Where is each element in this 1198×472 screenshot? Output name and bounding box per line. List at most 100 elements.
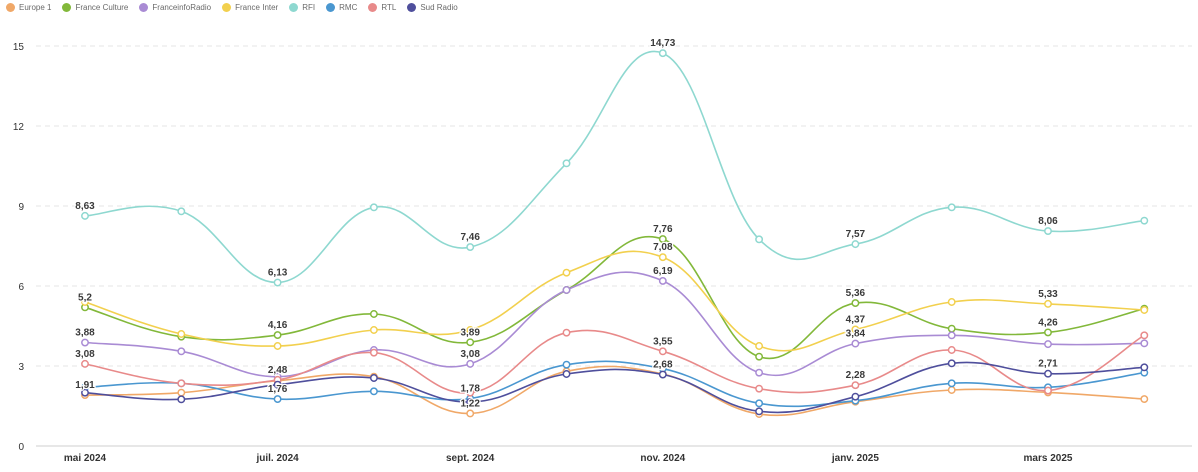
data-point xyxy=(1140,216,1149,225)
x-tick-label: mars 2025 xyxy=(1024,453,1073,464)
data-point xyxy=(1140,331,1149,340)
legend-item[interactable]: RMC xyxy=(326,3,357,12)
data-point xyxy=(466,338,475,347)
data-point xyxy=(755,342,764,350)
data-point xyxy=(273,342,282,350)
x-tick-label: juil. 2024 xyxy=(255,453,299,464)
data-point xyxy=(466,326,475,334)
y-tick-label: 15 xyxy=(13,42,25,53)
series-line xyxy=(84,50,1145,284)
series-rfi xyxy=(81,49,1149,287)
data-point xyxy=(755,407,764,416)
legend-swatch xyxy=(326,3,336,12)
data-point xyxy=(273,278,282,287)
data-point xyxy=(658,276,667,285)
data-point xyxy=(562,328,571,337)
data-point xyxy=(1044,227,1052,236)
y-tick-label: 6 xyxy=(18,282,24,293)
x-tick-label: janv. 2025 xyxy=(831,453,880,464)
data-point xyxy=(755,368,764,377)
data-point xyxy=(1044,340,1052,349)
data-label: 4,16 xyxy=(268,320,288,331)
series-rtl xyxy=(81,328,1149,397)
legend-swatch xyxy=(222,3,232,12)
legend-item[interactable]: FranceinfoRadio xyxy=(139,3,211,12)
data-point xyxy=(1140,395,1149,404)
data-point xyxy=(81,338,89,347)
data-label: 7,08 xyxy=(653,242,673,253)
data-label: 7,76 xyxy=(653,224,673,235)
data-label: 4,37 xyxy=(846,314,866,325)
legend-label: RTL xyxy=(381,3,397,12)
data-point xyxy=(1140,339,1149,348)
legend-label: RFI xyxy=(302,3,316,12)
data-point xyxy=(658,253,667,262)
data-point xyxy=(177,347,186,356)
data-point xyxy=(177,330,186,338)
chart-legend: Europe 1 France Culture FranceinfoRadio Fra… xyxy=(6,3,469,12)
data-point xyxy=(369,203,378,212)
data-label: 1,78 xyxy=(460,384,480,395)
x-tick-label: mai 2024 xyxy=(64,453,107,464)
legend-item[interactable]: Europe 1 xyxy=(6,3,51,12)
data-point xyxy=(562,159,571,168)
legend-item[interactable]: RTL xyxy=(368,3,396,12)
data-point xyxy=(851,381,860,390)
data-point xyxy=(947,324,956,333)
legend-item[interactable]: RFI xyxy=(289,3,315,12)
data-label: 8,63 xyxy=(75,201,95,212)
legend-item[interactable]: France Culture xyxy=(62,3,128,12)
legend-label: FranceinfoRadio xyxy=(152,3,212,12)
series-line xyxy=(84,361,1145,414)
data-point xyxy=(851,240,860,249)
data-label: 2,48 xyxy=(268,365,288,376)
legend-swatch xyxy=(407,3,417,12)
data-point xyxy=(369,387,378,396)
data-point xyxy=(947,298,956,306)
series-france-culture xyxy=(81,235,1149,361)
series-line xyxy=(84,360,1145,408)
data-point xyxy=(658,370,667,379)
data-label: 1,76 xyxy=(268,384,288,395)
data-point xyxy=(562,268,571,277)
series-france-inter xyxy=(81,250,1149,352)
data-point xyxy=(562,286,571,294)
data-point xyxy=(177,379,186,388)
data-point xyxy=(369,310,378,318)
data-point xyxy=(1044,328,1052,337)
data-point xyxy=(1140,306,1149,314)
data-point xyxy=(466,243,475,252)
data-point xyxy=(466,359,475,368)
data-label: 3,55 xyxy=(653,336,673,347)
y-tick-label: 12 xyxy=(13,122,25,133)
data-point xyxy=(947,346,956,354)
data-label: 7,46 xyxy=(460,232,480,243)
data-point xyxy=(466,388,475,397)
data-point xyxy=(81,298,89,306)
data-point xyxy=(273,395,282,404)
legend-swatch xyxy=(6,3,15,12)
legend-swatch xyxy=(139,3,149,12)
data-label: 3,84 xyxy=(846,329,866,340)
data-label: 3,08 xyxy=(460,349,480,360)
legend-swatch xyxy=(289,3,299,12)
legend-label: France Inter xyxy=(235,3,279,12)
data-label: 1,22 xyxy=(460,398,480,409)
data-point xyxy=(851,339,860,348)
data-point xyxy=(755,384,764,393)
y-tick-label: 9 xyxy=(18,202,24,213)
data-label: 6,19 xyxy=(653,266,673,277)
data-label: 3,08 xyxy=(75,349,95,360)
legend-label: France Culture xyxy=(75,3,129,12)
legend-item[interactable]: France Inter xyxy=(222,3,278,12)
data-point xyxy=(1044,386,1052,395)
data-point xyxy=(562,360,571,369)
y-tick-label: 0 xyxy=(18,442,24,453)
legend-item[interactable]: Sud Radio xyxy=(407,3,458,12)
data-point xyxy=(658,347,667,356)
data-point xyxy=(177,388,186,397)
x-tick-label: sept. 2024 xyxy=(446,453,495,464)
series-europe-1 xyxy=(81,365,1149,418)
